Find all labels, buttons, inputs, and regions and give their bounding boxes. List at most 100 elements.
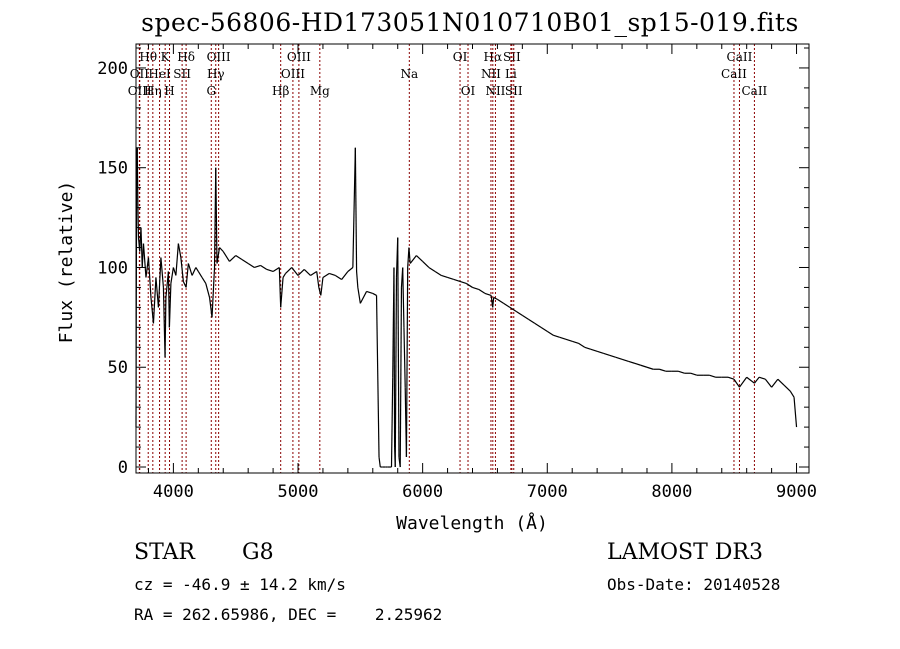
spectrum-segment <box>565 338 573 342</box>
spectrum-segment <box>522 314 529 320</box>
spectral-line-label: NII <box>485 84 505 98</box>
x-axis-label: Wavelength (Å) <box>396 512 548 534</box>
spectrum-segment <box>335 274 342 280</box>
spectrum-segment <box>528 318 536 324</box>
spectral-line-label: HeI <box>148 67 171 81</box>
spectrum-segment <box>155 277 160 308</box>
spectrum-segment <box>280 277 284 308</box>
spectral-line-label: OIII <box>207 50 231 64</box>
spectrum-segment <box>399 287 403 468</box>
spectrum-segment <box>646 366 654 370</box>
spectrum-segment <box>136 147 139 208</box>
spectrum-segment <box>393 267 396 448</box>
spectrum-segment <box>297 269 305 276</box>
spectrum-segment <box>493 296 498 300</box>
x-tick-label: 5000 <box>278 482 319 502</box>
spectrum-segment <box>402 267 405 328</box>
spectrum-segment <box>447 276 454 281</box>
spectrum-segment <box>572 340 579 344</box>
spectrum-segment <box>359 291 368 304</box>
spectrum-segment <box>366 290 373 294</box>
spectrum-segment <box>553 334 560 338</box>
spectrum-segment <box>603 352 610 356</box>
spectrum-segment <box>422 261 430 268</box>
spectral-line-label: CaII <box>727 50 753 64</box>
spectrum-segment <box>492 297 495 308</box>
spectrum-segment <box>546 330 554 336</box>
spectrum-segment <box>170 267 174 284</box>
spectrum-segment <box>291 267 299 276</box>
spectral-line-label: CaII <box>741 84 767 98</box>
spectrum-segment <box>357 287 361 304</box>
spectrum-segment <box>746 376 755 384</box>
spectrum-segment <box>322 272 330 278</box>
spectrum-segment <box>758 376 766 380</box>
spectrum-segment <box>310 270 318 276</box>
spectrum-segment <box>472 286 479 290</box>
spectrum-segment <box>615 356 623 360</box>
spectrum-segment <box>540 326 548 332</box>
spectrum-segment <box>397 237 400 458</box>
spectrum-segment <box>222 251 230 262</box>
spectrum-segment <box>441 274 448 279</box>
spectral-line-label: Hθ <box>139 50 157 64</box>
y-tick-label: 100 <box>97 258 128 278</box>
spectrum-segment <box>465 282 473 288</box>
spectrum-segment <box>771 378 779 388</box>
spectrum-segment <box>709 374 716 378</box>
spectrum-segment <box>509 306 517 312</box>
plot-frame <box>135 43 810 474</box>
spectrum-segment <box>152 277 157 324</box>
spectrum-segment <box>168 283 172 328</box>
spectrum-segment <box>753 376 760 384</box>
spectrum-segment <box>137 207 140 238</box>
spectrum-segment <box>378 456 381 468</box>
spectrum-segment <box>434 270 442 276</box>
spectral-line-label: NII <box>481 67 501 81</box>
spectrum-segment <box>390 377 394 468</box>
spectrum-segment <box>147 257 152 298</box>
x-tick-label: 7000 <box>527 482 568 502</box>
spectral-line-label: OI <box>453 50 468 64</box>
spectrum-segment <box>328 272 336 277</box>
spectrum-segment <box>375 295 380 458</box>
spectral-line-label: Hδ <box>177 50 195 64</box>
spectral-line-label: K <box>161 50 171 64</box>
spectrum-segment <box>241 258 249 264</box>
spectral-line-label: Hα <box>484 50 503 64</box>
spectral-line-label: H <box>164 84 174 98</box>
spectrum-segment <box>175 243 179 276</box>
spectrum-segment <box>578 342 585 348</box>
spectrum-segment <box>211 267 216 318</box>
spectrum-segment <box>478 288 486 294</box>
observation-date: Obs-Date: 20140528 <box>607 575 781 594</box>
spectrum-segment <box>195 267 199 272</box>
y-tick-label: 200 <box>97 59 128 79</box>
y-tick-label: 0 <box>118 458 128 478</box>
spectrum-segment <box>497 298 504 304</box>
spectral-line-label: OIII <box>281 67 305 81</box>
spectrum-segment <box>260 264 268 270</box>
spectral-line-label: SII <box>503 50 521 64</box>
spectrum-segment <box>282 273 287 278</box>
spectrum-segment <box>416 255 424 262</box>
spectrum-segment <box>216 247 221 264</box>
spectrum-segment <box>303 269 311 276</box>
spectral-line-label: Hγ <box>207 67 225 81</box>
coordinates-readout: RA = 262.65986, DEC = 2.25962 <box>134 605 443 624</box>
spectrum-segment <box>352 147 356 268</box>
spectrum-segment <box>428 266 436 272</box>
spectrum-segment <box>484 292 492 296</box>
spectrum-segment <box>733 378 740 388</box>
spectrum-segment <box>160 257 165 288</box>
spectral-line-label: Li <box>505 67 517 81</box>
spectrum-segment <box>394 277 398 468</box>
spectrum-segment <box>559 336 567 340</box>
spectrum-segment <box>534 322 542 328</box>
y-tick-label: 150 <box>97 159 128 179</box>
spectrum-segment <box>584 346 592 350</box>
spectrum-segment <box>459 280 467 285</box>
chart-title: spec-56806-HD173051N010710B01_sp15-019.f… <box>141 8 799 37</box>
spectrum-segment <box>197 271 203 278</box>
spectrum-segment <box>777 378 785 386</box>
